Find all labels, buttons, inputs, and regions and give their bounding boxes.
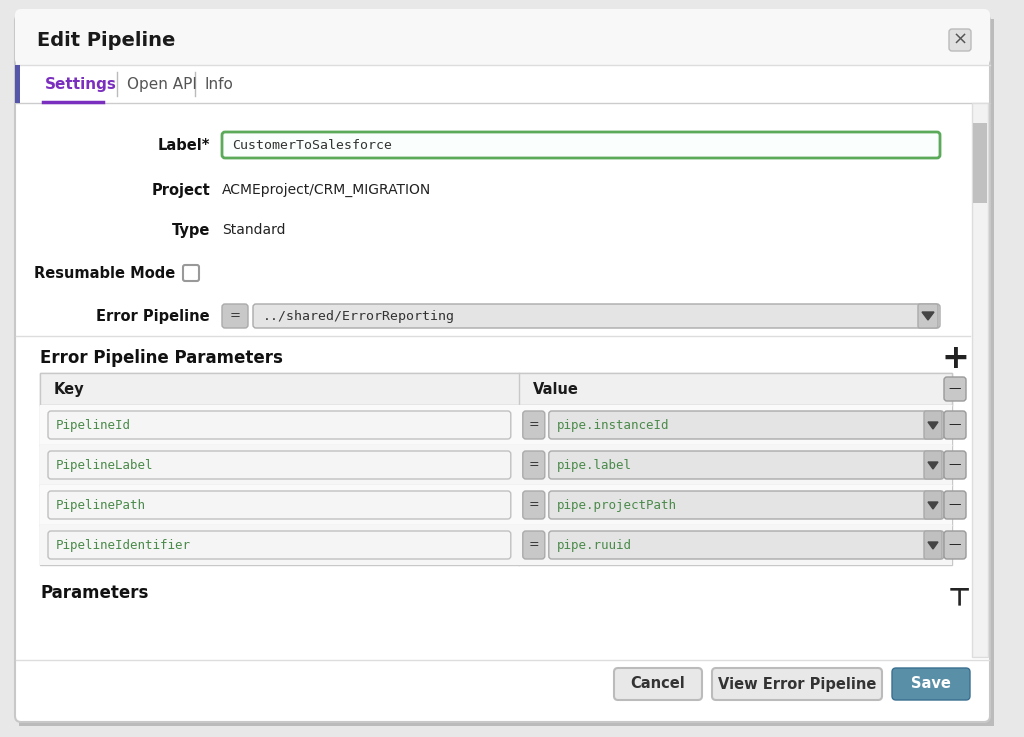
FancyBboxPatch shape [523, 531, 545, 559]
Text: =: = [528, 458, 539, 472]
Bar [973, 123, 987, 203]
Bar [40, 405, 952, 445]
FancyBboxPatch shape [48, 411, 511, 439]
FancyBboxPatch shape [523, 491, 545, 519]
FancyBboxPatch shape [924, 451, 942, 479]
FancyBboxPatch shape [944, 531, 966, 559]
FancyBboxPatch shape [944, 377, 966, 401]
FancyBboxPatch shape [183, 265, 199, 281]
FancyBboxPatch shape [949, 29, 971, 51]
Text: =: = [229, 310, 241, 323]
FancyBboxPatch shape [15, 15, 990, 722]
FancyBboxPatch shape [924, 411, 942, 439]
Bar [972, 103, 988, 657]
Polygon shape [928, 502, 938, 509]
Text: pipe.label: pipe.label [557, 458, 632, 472]
Text: CustomerToSalesforce: CustomerToSalesforce [232, 139, 392, 152]
FancyBboxPatch shape [253, 304, 940, 328]
Text: View Error Pipeline: View Error Pipeline [718, 677, 877, 691]
FancyBboxPatch shape [549, 411, 944, 439]
Text: ×: × [952, 31, 968, 49]
Text: pipe.projectPath: pipe.projectPath [557, 498, 677, 511]
Text: —: — [949, 383, 962, 396]
FancyBboxPatch shape [222, 132, 940, 158]
Text: Project: Project [152, 183, 210, 198]
Text: PipelinePath: PipelinePath [56, 498, 146, 511]
Text: Settings: Settings [45, 77, 117, 91]
Text: Type: Type [172, 223, 210, 237]
Polygon shape [928, 462, 938, 469]
Bar [40, 373, 952, 565]
Text: —: — [949, 458, 962, 472]
Text: PipelineIdentifier: PipelineIdentifier [56, 539, 191, 551]
Text: Standard: Standard [222, 223, 286, 237]
FancyBboxPatch shape [549, 491, 944, 519]
Text: =: = [528, 539, 539, 551]
Bar [40, 525, 952, 565]
Text: —: — [949, 539, 962, 551]
Text: —: — [949, 498, 962, 511]
FancyBboxPatch shape [944, 491, 966, 519]
Text: ../shared/ErrorReporting: ../shared/ErrorReporting [263, 310, 455, 323]
FancyBboxPatch shape [48, 531, 511, 559]
Text: Resumable Mode: Resumable Mode [34, 265, 175, 281]
Text: Parameters: Parameters [40, 584, 148, 602]
Text: Info: Info [205, 77, 233, 91]
Text: Error Pipeline Parameters: Error Pipeline Parameters [40, 349, 283, 367]
Text: ACMEproject/CRM_MIGRATION: ACMEproject/CRM_MIGRATION [222, 183, 431, 197]
Polygon shape [922, 312, 934, 320]
FancyBboxPatch shape [549, 451, 944, 479]
FancyBboxPatch shape [222, 304, 248, 328]
FancyBboxPatch shape [48, 451, 511, 479]
FancyBboxPatch shape [918, 304, 938, 328]
Text: ⊥: ⊥ [943, 581, 967, 605]
Bar [15, 65, 20, 103]
FancyBboxPatch shape [944, 411, 966, 439]
FancyBboxPatch shape [924, 531, 942, 559]
Bar [40, 485, 952, 525]
FancyBboxPatch shape [944, 451, 966, 479]
Text: Label*: Label* [158, 138, 210, 153]
Bar [16, 15, 989, 65]
FancyBboxPatch shape [48, 491, 511, 519]
Text: PipelineLabel: PipelineLabel [56, 458, 154, 472]
Text: Value: Value [532, 382, 579, 397]
FancyBboxPatch shape [15, 9, 990, 65]
Text: pipe.instanceId: pipe.instanceId [557, 419, 670, 431]
FancyBboxPatch shape [712, 668, 882, 700]
FancyBboxPatch shape [924, 491, 942, 519]
Text: +: + [941, 341, 969, 374]
Bar [40, 445, 952, 485]
FancyBboxPatch shape [614, 668, 702, 700]
Text: =: = [528, 419, 539, 431]
FancyBboxPatch shape [523, 411, 545, 439]
Polygon shape [928, 542, 938, 549]
Polygon shape [928, 422, 938, 429]
Text: pipe.ruuid: pipe.ruuid [557, 539, 632, 551]
Text: Edit Pipeline: Edit Pipeline [37, 30, 175, 49]
FancyBboxPatch shape [549, 531, 944, 559]
Bar [40, 373, 952, 405]
Text: Key: Key [54, 382, 85, 397]
Text: Open API: Open API [127, 77, 197, 91]
Text: =: = [528, 498, 539, 511]
Text: Save: Save [911, 677, 951, 691]
FancyBboxPatch shape [523, 451, 545, 479]
Text: PipelineId: PipelineId [56, 419, 131, 431]
FancyBboxPatch shape [892, 668, 970, 700]
Text: Error Pipeline: Error Pipeline [96, 309, 210, 324]
Text: Cancel: Cancel [631, 677, 685, 691]
Text: —: — [949, 419, 962, 431]
